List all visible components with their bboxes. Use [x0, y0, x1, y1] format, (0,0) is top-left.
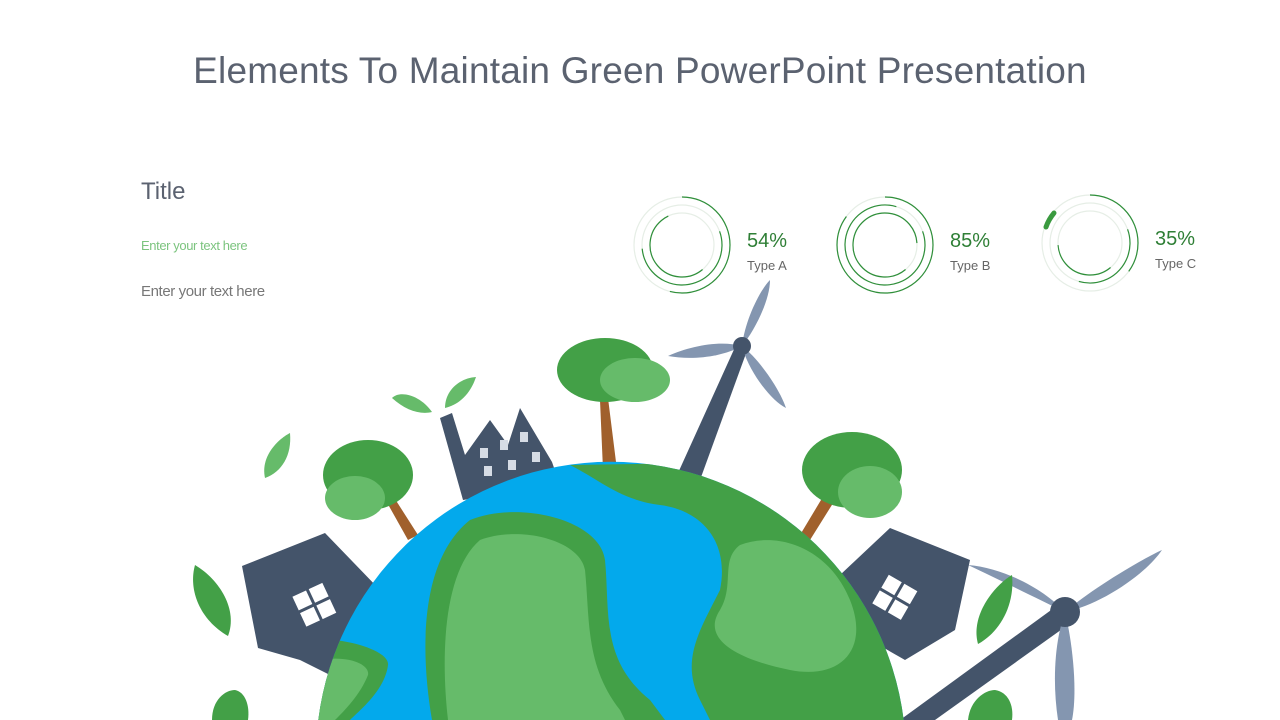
gauge-label: Type C: [1155, 256, 1197, 271]
tree-icon: [800, 432, 902, 540]
ring-progress: [641, 204, 723, 286]
gauge-value: 85%: [950, 230, 991, 252]
text-placeholder-green: Enter your text here: [141, 238, 248, 253]
progress-ring-2: [836, 196, 934, 294]
ring-progress: [836, 196, 934, 294]
leaf-icon: [193, 565, 231, 636]
slide-title: Elements To Maintain Green PowerPoint Pr…: [193, 50, 1087, 91]
gauge-label: Type B: [950, 258, 991, 273]
tree-icon: [557, 338, 670, 470]
gauge-value: 54%: [747, 230, 788, 252]
tree-icon: [968, 690, 1013, 720]
ring-progress: [1049, 202, 1131, 284]
gauge-value: 35%: [1155, 228, 1196, 250]
ring-progress: [633, 196, 731, 294]
gauge-label: Type A: [747, 258, 787, 273]
progress-ring-3: [1041, 194, 1139, 292]
leaf-icon: [264, 433, 291, 478]
globe-icon: [318, 461, 904, 720]
progress-ring-1: [633, 196, 731, 294]
tree-icon: [323, 440, 418, 540]
ring-marker: [1043, 210, 1057, 230]
tree-icon: [212, 690, 249, 720]
wind-turbine-icon: [668, 280, 786, 480]
wind-turbine-icon: [900, 550, 1162, 720]
ring-progress: [1041, 194, 1139, 292]
text-placeholder-gray: Enter your text here: [141, 283, 265, 300]
leaf-icon: [976, 575, 1013, 644]
ring-progress: [844, 204, 926, 286]
section-title: Title: [141, 178, 186, 205]
